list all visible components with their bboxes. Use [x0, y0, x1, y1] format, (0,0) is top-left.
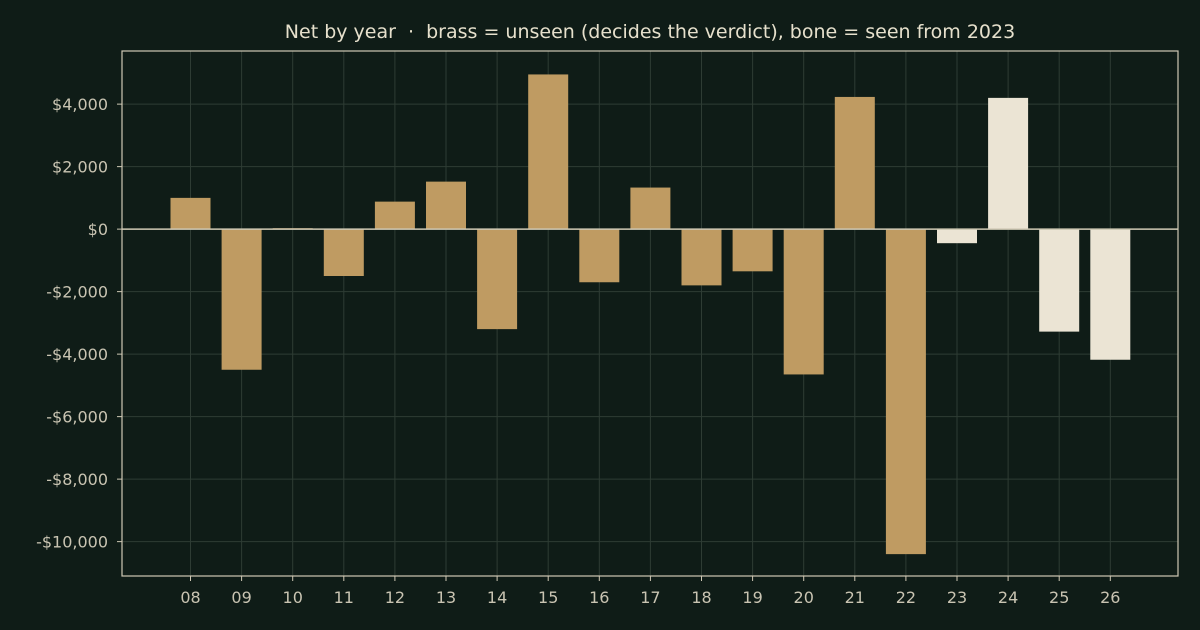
x-tick-label: 24 — [998, 588, 1018, 607]
x-tick-label: 14 — [487, 588, 507, 607]
bar-21 — [834, 96, 875, 230]
x-tick-label: 20 — [794, 588, 814, 607]
x-tick-label: 12 — [385, 588, 405, 607]
x-tick-label: 21 — [845, 588, 865, 607]
bar-14 — [477, 229, 518, 330]
bar-25 — [1039, 229, 1080, 332]
bar-26 — [1090, 229, 1131, 360]
y-tick-label: $4,000 — [52, 95, 108, 114]
x-tick-label: 19 — [742, 588, 762, 607]
x-tick-label: 26 — [1100, 588, 1120, 607]
x-tick-label: 18 — [691, 588, 711, 607]
bar-16 — [579, 229, 620, 283]
bar-19 — [732, 229, 773, 272]
bar-18 — [681, 229, 722, 286]
y-tick-label: $0 — [88, 220, 108, 239]
y-tick-label: -$4,000 — [46, 345, 108, 364]
y-tick-label: -$10,000 — [36, 533, 108, 552]
bar-20 — [783, 229, 824, 375]
ticks-layer: $4,000 $2,000 $0 -$2,000 -$4,000 -$6,000 -$8,0… — [36, 95, 1120, 607]
x-tick-label: 11 — [334, 588, 354, 607]
bar-24 — [988, 97, 1029, 230]
bar-12 — [374, 201, 415, 230]
x-tick-label: 16 — [589, 588, 609, 607]
bar-15 — [528, 74, 569, 230]
x-tick-label: 23 — [947, 588, 967, 607]
y-tick-label: -$8,000 — [46, 470, 108, 489]
chart-title: Net by year · brass = unseen (decides th… — [285, 21, 1015, 43]
x-tick-label: 10 — [283, 588, 303, 607]
x-tick-label: 09 — [231, 588, 251, 607]
bar-11 — [323, 229, 364, 276]
bar-23 — [937, 229, 977, 244]
x-tick-label: 22 — [896, 588, 916, 607]
x-tick-label: 08 — [180, 588, 200, 607]
y-tick-label: -$2,000 — [46, 283, 108, 302]
y-tick-label: $2,000 — [52, 158, 108, 177]
x-tick-label: 13 — [436, 588, 456, 607]
bar-17 — [630, 187, 671, 230]
bar-13 — [426, 181, 466, 230]
bars-layer — [170, 74, 1131, 555]
x-tick-label: 25 — [1049, 588, 1069, 607]
x-tick-label: 17 — [640, 588, 660, 607]
bar-09 — [221, 229, 262, 370]
y-tick-label: -$6,000 — [46, 408, 108, 427]
bar-22 — [885, 229, 926, 555]
x-tick-label: 15 — [538, 588, 558, 607]
bar-08 — [170, 197, 211, 230]
